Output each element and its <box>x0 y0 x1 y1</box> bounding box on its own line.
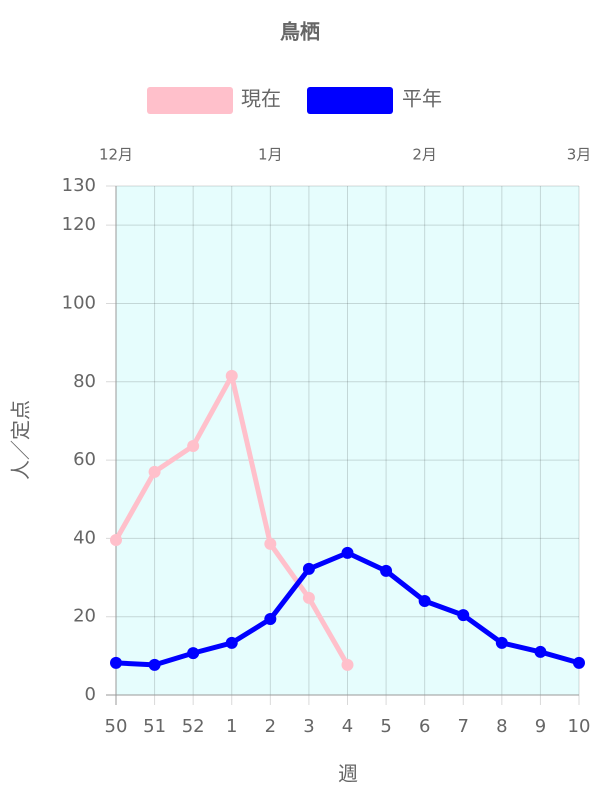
y-tick-label: 60 <box>73 449 96 470</box>
x-tick-label: 7 <box>458 716 469 737</box>
data-point <box>418 595 431 608</box>
data-point <box>264 613 277 626</box>
data-point <box>110 656 122 669</box>
y-tick-label: 40 <box>73 527 96 548</box>
data-point <box>264 537 277 550</box>
month-label: 12月 <box>99 146 133 164</box>
x-tick-label: 3 <box>303 716 314 737</box>
x-tick-label: 9 <box>535 716 546 737</box>
data-point <box>457 609 470 622</box>
month-label: 2月 <box>412 146 437 164</box>
x-tick-label: 51 <box>143 716 166 737</box>
data-point <box>148 658 161 671</box>
legend-label: 現在 <box>241 87 281 111</box>
data-point <box>534 645 547 658</box>
x-tick-label: 5 <box>380 716 391 737</box>
y-tick-label: 130 <box>62 175 96 196</box>
x-axis-label: 週 <box>338 762 358 786</box>
legend-label: 平年 <box>402 87 442 111</box>
data-point <box>341 546 354 559</box>
month-label: 1月 <box>258 146 283 164</box>
x-tick-label: 10 <box>568 716 591 737</box>
y-tick-label: 20 <box>73 606 96 627</box>
x-tick-label: 4 <box>342 716 353 737</box>
chart-title: 鳥栖 <box>280 20 320 44</box>
data-point <box>302 562 315 575</box>
x-tick-label: 6 <box>419 716 430 737</box>
legend-swatch <box>307 87 393 114</box>
x-tick-label: 2 <box>265 716 276 737</box>
data-point <box>225 369 238 382</box>
x-tick-label: 50 <box>105 716 128 737</box>
data-point <box>380 564 393 577</box>
y-tick-label: 100 <box>62 292 96 313</box>
month-label: 3月 <box>567 146 592 164</box>
y-axis-label: 人／定点 <box>9 400 33 480</box>
x-tick-label: 8 <box>496 716 507 737</box>
x-tick-label: 52 <box>182 716 205 737</box>
data-point <box>341 658 354 671</box>
data-point <box>302 591 315 604</box>
y-tick-label: 120 <box>62 214 96 235</box>
y-tick-label: 80 <box>73 371 96 392</box>
data-point <box>148 465 161 478</box>
data-point <box>225 636 238 649</box>
data-point <box>495 636 508 649</box>
x-tick-label: 1 <box>226 716 237 737</box>
data-point <box>187 439 200 452</box>
legend-swatch <box>147 87 233 114</box>
y-tick-label: 0 <box>85 684 96 705</box>
data-point <box>110 533 122 546</box>
data-point <box>187 647 200 660</box>
data-point <box>573 656 585 669</box>
